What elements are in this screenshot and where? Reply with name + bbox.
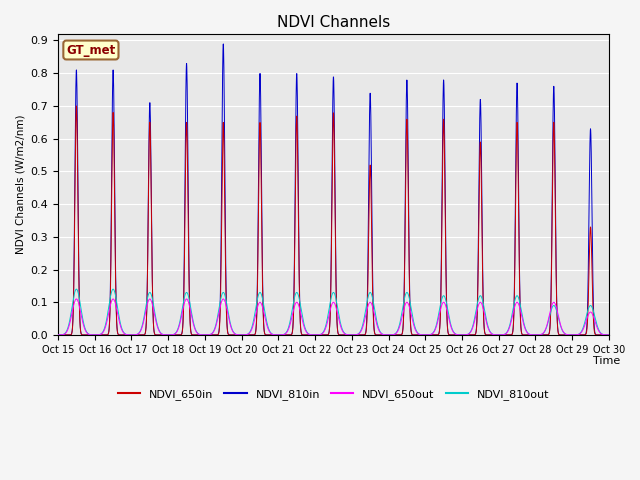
Y-axis label: NDVI Channels (W/m2/nm): NDVI Channels (W/m2/nm) bbox=[15, 115, 25, 254]
Text: GT_met: GT_met bbox=[67, 44, 116, 57]
X-axis label: Time: Time bbox=[593, 356, 620, 366]
Title: NDVI Channels: NDVI Channels bbox=[277, 15, 390, 30]
Legend: NDVI_650in, NDVI_810in, NDVI_650out, NDVI_810out: NDVI_650in, NDVI_810in, NDVI_650out, NDV… bbox=[113, 385, 554, 405]
